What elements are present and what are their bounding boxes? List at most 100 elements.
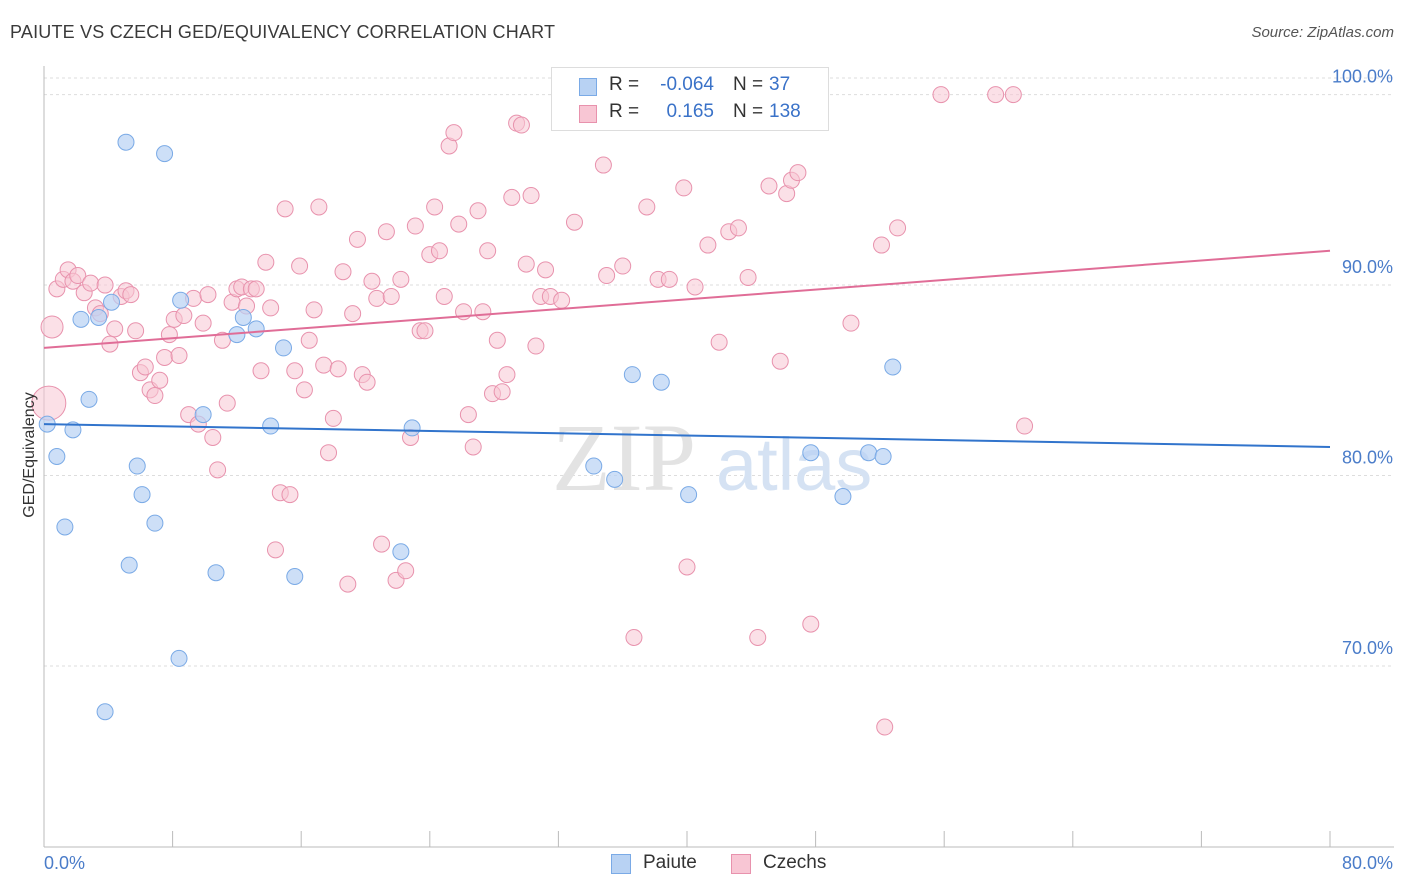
- grid-lines: [44, 77, 1394, 667]
- x-tick-label: 80.0%: [1342, 853, 1393, 873]
- czech-point: [660, 270, 678, 288]
- czech-point: [699, 236, 717, 254]
- czech-point: [503, 188, 521, 206]
- paiute-point: [403, 419, 421, 437]
- n-label: N =: [733, 74, 764, 95]
- czech-point: [286, 362, 304, 380]
- czech-point: [522, 187, 540, 205]
- czech-point: [160, 326, 178, 344]
- czech-point: [247, 280, 265, 298]
- czech-point: [199, 286, 217, 304]
- czech-point: [368, 289, 386, 307]
- czech-point: [209, 461, 227, 479]
- czech-point: [675, 179, 693, 197]
- r-label: R =: [609, 101, 640, 122]
- r-value: -0.064: [660, 74, 714, 95]
- y-tick-label: 80.0%: [1342, 448, 1393, 468]
- czech-point: [295, 381, 313, 399]
- paiute-point: [585, 457, 603, 475]
- paiute-point: [146, 514, 164, 532]
- czech-point: [204, 428, 222, 446]
- legend-row-paiute: R = -0.064 N = 37: [552, 74, 828, 100]
- y-tick-label: 70.0%: [1342, 638, 1393, 658]
- paiute-point: [247, 320, 265, 338]
- czech-point: [729, 219, 747, 237]
- paiute-point: [56, 518, 74, 536]
- czech-point: [474, 303, 492, 321]
- czech-point: [464, 438, 482, 456]
- czech-trend-line: [43, 249, 1331, 349]
- czech-point: [392, 270, 410, 288]
- czech-point: [842, 314, 860, 332]
- czech-point: [426, 198, 444, 216]
- paiute-point: [207, 564, 225, 582]
- czech-point: [315, 356, 333, 374]
- czech-point: [213, 331, 231, 349]
- source-label: Source: ZipAtlas.com: [1251, 24, 1394, 41]
- czech-point: [276, 200, 294, 218]
- czech-point: [739, 268, 757, 286]
- legend-label-czechs: Czechs: [763, 852, 827, 873]
- czech-point: [151, 371, 169, 389]
- czech-point: [373, 535, 391, 553]
- czech-point: [363, 272, 381, 290]
- czech-point: [459, 406, 477, 424]
- czech-point: [527, 337, 545, 355]
- czech-point: [334, 263, 352, 281]
- czech-point: [416, 322, 434, 340]
- paiute-point: [90, 308, 108, 326]
- czech-point: [749, 628, 767, 646]
- czech-point: [358, 373, 376, 391]
- x-tick-label: 0.0%: [44, 853, 85, 873]
- czech-point: [146, 387, 164, 405]
- y-tick-label: 100.0%: [1332, 67, 1393, 87]
- czech-point: [127, 322, 145, 340]
- trend-lines: [43, 249, 1331, 448]
- paiute-point: [133, 486, 151, 504]
- czech-legend-swatch: [731, 854, 751, 874]
- czech-point: [771, 352, 789, 370]
- paiute-point: [262, 417, 280, 435]
- paiute-point: [606, 470, 624, 488]
- czech-point: [136, 358, 154, 376]
- paiute-point: [48, 448, 66, 465]
- czech-point: [625, 628, 643, 646]
- paiute-point: [392, 543, 410, 561]
- czech-point: [1004, 86, 1022, 104]
- paiute-point: [120, 556, 138, 574]
- czech-point: [310, 198, 328, 216]
- czech-point: [170, 347, 188, 365]
- czech-point: [69, 267, 87, 285]
- czech-point: [598, 267, 616, 285]
- r-label: R =: [609, 74, 640, 95]
- czech-point: [876, 718, 894, 736]
- czech-point: [194, 314, 212, 332]
- czech-point: [430, 242, 448, 260]
- r-value: 0.165: [666, 101, 714, 122]
- paiute-point: [874, 448, 892, 465]
- czech-point: [339, 575, 357, 593]
- n-label: N =: [733, 101, 764, 122]
- czech-swatch: [579, 105, 597, 123]
- legend-row-czechs: R = 0.165 N = 138: [552, 101, 828, 127]
- czech-point: [406, 217, 424, 235]
- czech-point: [257, 253, 275, 271]
- paiute-points: [38, 133, 902, 721]
- czech-point: [553, 291, 571, 309]
- czech-point: [678, 558, 696, 576]
- tick-labels: 100.0% 90.0% 80.0% 70.0% 0.0% 80.0%: [44, 67, 1393, 873]
- czech-point: [594, 156, 612, 174]
- czech-point: [40, 315, 64, 339]
- czech-point: [932, 86, 950, 104]
- watermark-zip: ZIP: [552, 404, 696, 511]
- czech-point: [122, 286, 140, 304]
- czech-point: [493, 383, 511, 401]
- czech-point: [445, 124, 463, 142]
- paiute-point: [286, 568, 304, 586]
- czech-point: [382, 287, 400, 305]
- y-tick-label: 90.0%: [1342, 257, 1393, 277]
- czech-point: [175, 307, 193, 325]
- paiute-point: [96, 703, 114, 721]
- czech-point: [873, 236, 891, 254]
